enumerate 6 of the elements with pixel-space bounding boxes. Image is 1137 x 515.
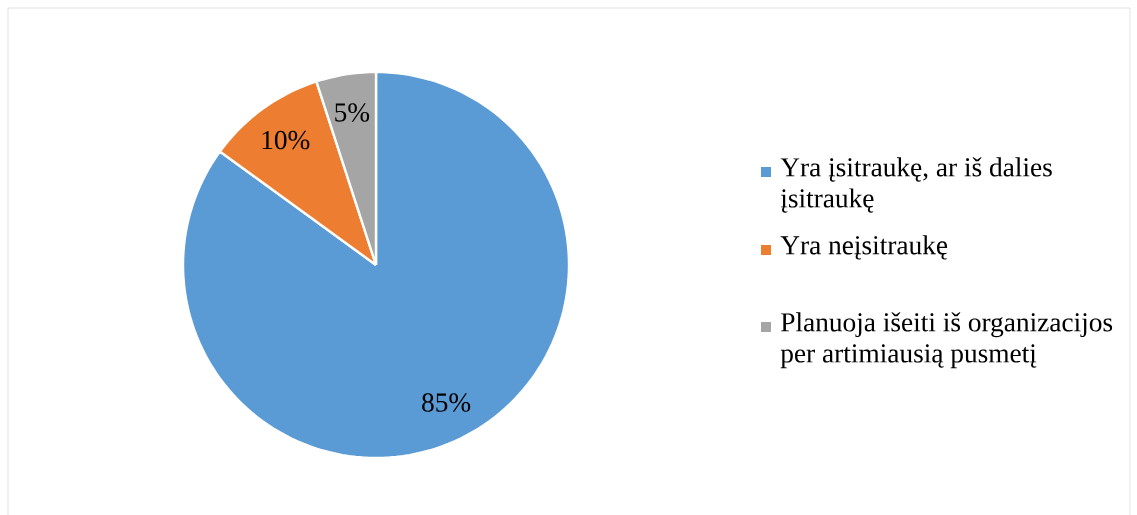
legend-label: Yra neįsitraukę xyxy=(780,235,948,260)
data-label: 85% xyxy=(422,393,471,412)
data-label: 10% xyxy=(262,130,310,150)
legend-label: Planuoja išeiti iš organizacijos per artimiausią pusmetį xyxy=(780,312,1113,369)
data-label: 5% xyxy=(335,103,370,122)
legend-label: Yra įsitraukę, ar iš dalies įsitraukę xyxy=(780,157,1052,213)
